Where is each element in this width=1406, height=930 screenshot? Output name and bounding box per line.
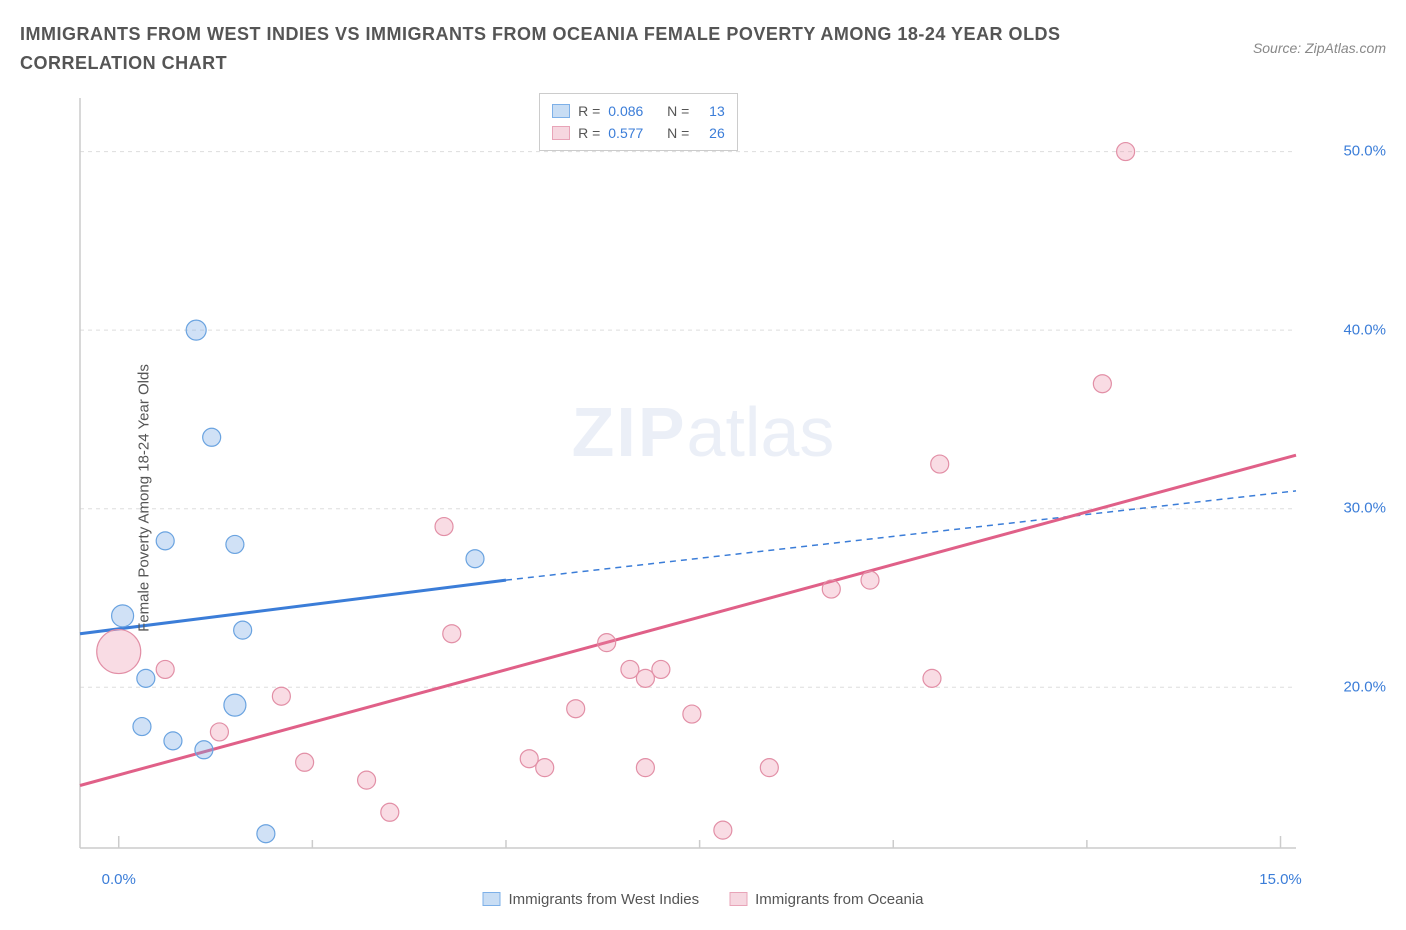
y-tick-label: 30.0% <box>1343 500 1386 517</box>
x-tick-label: 0.0% <box>102 871 136 888</box>
y-tick-label: 40.0% <box>1343 321 1386 338</box>
legend-item-1: Immigrants from Oceania <box>729 891 923 908</box>
legend-item-0: Immigrants from West Indies <box>483 891 700 908</box>
legend-swatch-0 <box>483 892 501 906</box>
y-tick-label: 50.0% <box>1343 143 1386 160</box>
r-value-1: 0.577 <box>608 122 643 144</box>
y-axis-label: Female Poverty Among 18-24 Year Olds <box>135 364 152 632</box>
swatch-series-0 <box>552 104 570 118</box>
legend-label-1: Immigrants from Oceania <box>755 891 923 908</box>
chart-area: Female Poverty Among 18-24 Year Olds ZIP… <box>20 88 1386 908</box>
stats-row-0: R = 0.086 N = 13 <box>552 100 725 122</box>
scatter-plot-svg <box>20 88 1386 908</box>
y-tick-label: 20.0% <box>1343 678 1386 695</box>
legend-swatch-1 <box>729 892 747 906</box>
stats-row-1: R = 0.577 N = 26 <box>552 122 725 144</box>
swatch-series-1 <box>552 126 570 140</box>
x-tick-label: 15.0% <box>1259 871 1302 888</box>
bottom-legend: Immigrants from West Indies Immigrants f… <box>483 891 924 908</box>
r-label-0: R = <box>578 100 600 122</box>
chart-source: Source: ZipAtlas.com <box>1253 40 1386 56</box>
n-value-1: 26 <box>709 122 725 144</box>
n-value-0: 13 <box>709 100 725 122</box>
r-label-1: R = <box>578 122 600 144</box>
n-label-1: N = <box>667 122 689 144</box>
chart-title: IMMIGRANTS FROM WEST INDIES VS IMMIGRANT… <box>20 20 1120 78</box>
r-value-0: 0.086 <box>608 100 643 122</box>
stats-legend: R = 0.086 N = 13 R = 0.577 N = 26 <box>539 93 738 152</box>
legend-label-0: Immigrants from West Indies <box>509 891 700 908</box>
n-label-0: N = <box>667 100 689 122</box>
